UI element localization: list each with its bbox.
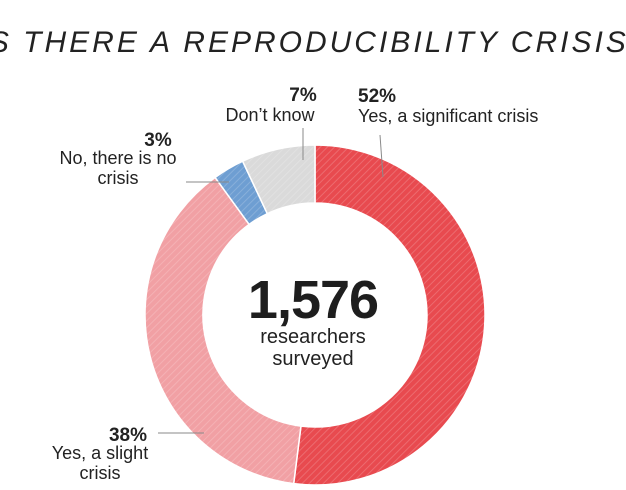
center-line-1: researchers (260, 326, 366, 348)
chart-title: IS THERE A REPRODUCIBILITY CRISIS? (0, 26, 626, 59)
pct-label-no-crisis: 3% (144, 130, 172, 151)
slice-texture-significant (293, 145, 486, 485)
pct-label-dont-know: 7% (289, 85, 317, 106)
category-label-significant: Yes, a significant crisis (358, 106, 538, 126)
category-label-dont-know: Don’t know (225, 105, 315, 125)
category-label-slight: crisis (80, 463, 121, 483)
center-total-value: 1,576 (248, 270, 378, 330)
category-label-slight: Yes, a slight (52, 443, 148, 463)
donut-slices (144, 144, 486, 486)
pct-label-slight: 38% (109, 425, 147, 446)
leader-lines (158, 128, 384, 434)
center-line-2: surveyed (272, 348, 353, 370)
category-label-no-crisis: crisis (98, 168, 139, 188)
slice-texture-dont-know (242, 145, 315, 214)
slice-labels: 52%Yes, a significant crisis 38%Yes, a sl… (52, 85, 539, 483)
slice-texture-no-crisis (215, 161, 268, 225)
category-label-no-crisis: No, there is no (59, 148, 176, 168)
leader-significant (379, 134, 384, 178)
pct-label-significant: 52% (358, 86, 396, 107)
slice-texture-slight (145, 177, 301, 484)
